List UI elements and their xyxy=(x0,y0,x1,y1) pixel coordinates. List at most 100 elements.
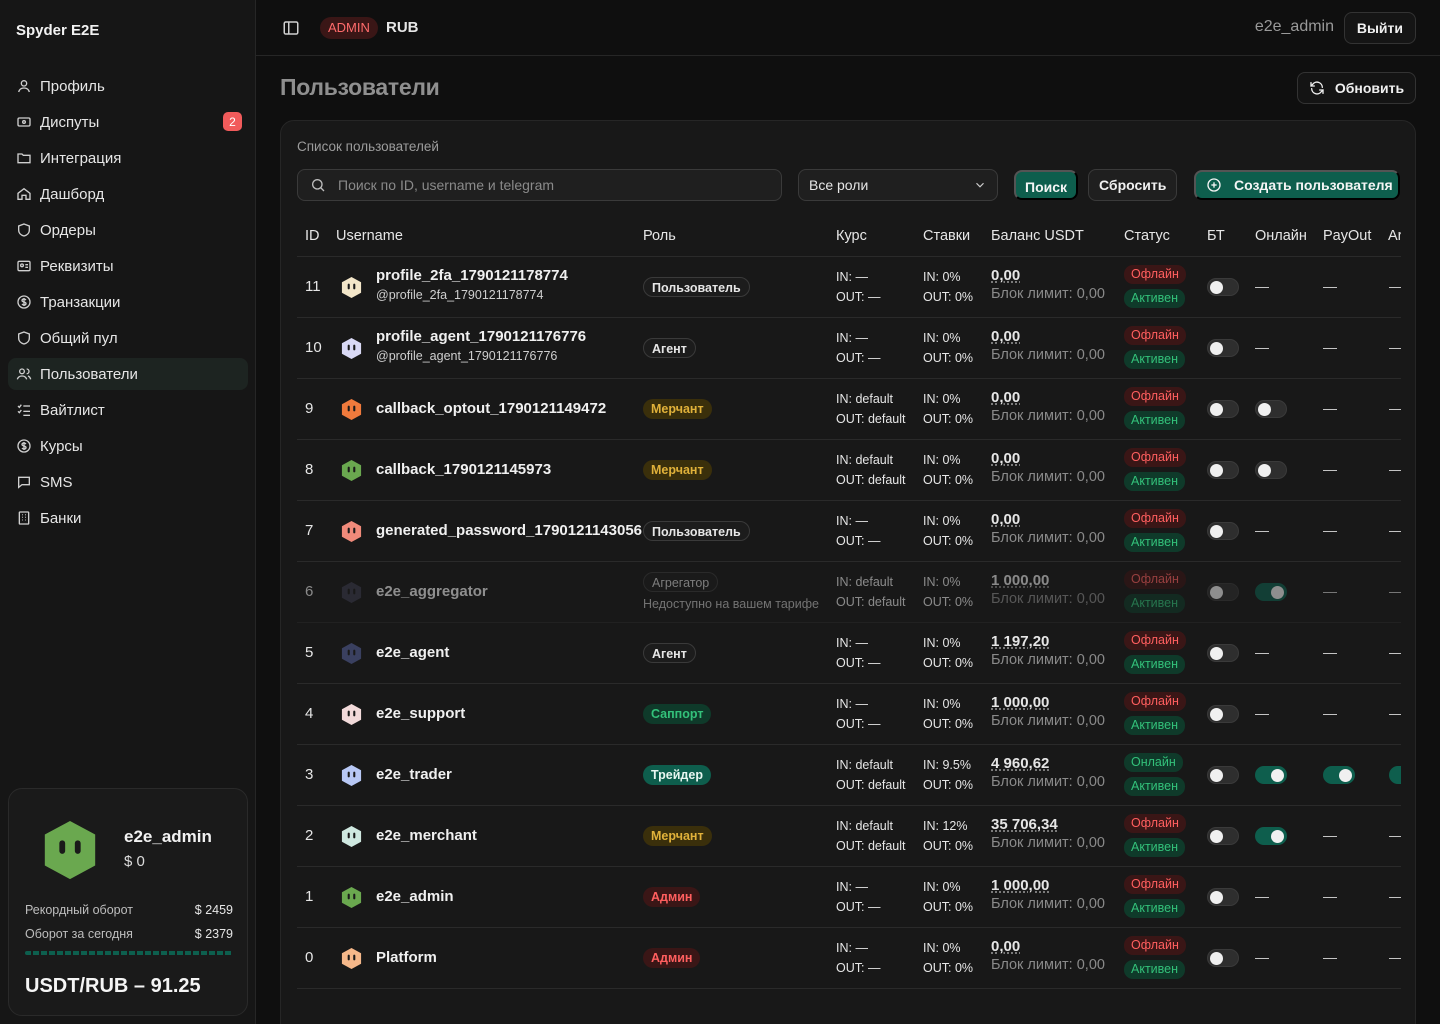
bt-toggle[interactable] xyxy=(1207,705,1239,723)
balance-value[interactable]: 4 960,62 xyxy=(991,755,1050,772)
sidebar-item-8[interactable]: Пользователи xyxy=(8,358,248,390)
stake-out: OUT: 0% xyxy=(923,412,974,426)
logout-button[interactable]: Выйти xyxy=(1343,12,1416,44)
table-row[interactable]: 9 callback_optout_1790121149472 Мерчант IN:… xyxy=(297,379,1401,440)
table-row[interactable]: 11 profile_2fa_1790121178774 @profile_2fa_… xyxy=(297,257,1401,318)
table-row[interactable]: 10 profile_agent_1790121176776 @profile_ag… xyxy=(297,318,1401,379)
balance-value[interactable]: 0,00 xyxy=(991,267,1021,284)
sidebar-item-10[interactable]: Курсы xyxy=(8,430,248,462)
payout-empty: — xyxy=(1323,400,1337,416)
balance-value[interactable]: 0,00 xyxy=(991,450,1021,467)
username[interactable]: e2e_aggregator xyxy=(376,583,488,600)
username[interactable]: profile_2fa_1790121178774 xyxy=(376,267,568,284)
bt-toggle[interactable] xyxy=(1207,522,1239,540)
table-row[interactable]: 8 callback_1790121145973 Мерчант IN: defaul… xyxy=(297,440,1401,501)
table-row[interactable]: 5 e2e_agent Агент IN: — OUT: — IN: 0% OUT: 0% 1… xyxy=(297,623,1401,684)
ar-empty: — xyxy=(1389,339,1401,355)
username[interactable]: e2e_agent xyxy=(376,644,450,661)
online-toggle[interactable] xyxy=(1255,461,1287,479)
username[interactable]: profile_agent_1790121176776 xyxy=(376,328,587,345)
bt-toggle[interactable] xyxy=(1207,400,1239,418)
username[interactable]: e2e_trader xyxy=(376,766,452,783)
ar-empty: — xyxy=(1389,949,1401,965)
online-toggle[interactable] xyxy=(1255,827,1287,845)
role-filter-value: Все роли xyxy=(809,177,869,193)
block-limit: Блок лимит: 0,00 xyxy=(991,652,1105,668)
sidebar-item-3[interactable]: Дашборд xyxy=(8,178,248,210)
username[interactable]: callback_1790121145973 xyxy=(376,461,552,478)
bt-toggle[interactable] xyxy=(1207,461,1239,479)
avatar xyxy=(340,947,363,970)
sidebar-item-11[interactable]: SMS xyxy=(8,466,248,498)
balance-value[interactable]: 1 000,00 xyxy=(991,572,1050,589)
username[interactable]: generated_password_1790121143056 xyxy=(376,522,643,539)
stake-out: OUT: 0% xyxy=(923,351,974,365)
refresh-button[interactable]: Обновить xyxy=(1297,72,1416,104)
table-row[interactable]: 7 generated_password_1790121143056 Пользов… xyxy=(297,501,1401,562)
balance-value[interactable]: 0,00 xyxy=(991,511,1021,528)
table-row[interactable]: 2 e2e_merchant Мерчант IN: default OUT: defa… xyxy=(297,806,1401,867)
balance-value[interactable]: 1 000,00 xyxy=(991,694,1050,711)
sidebar-item-12[interactable]: Банки xyxy=(8,502,248,534)
avatar xyxy=(340,337,363,360)
username[interactable]: Platform xyxy=(376,949,437,966)
sidebar-item-1[interactable]: Диспуты 2 xyxy=(8,106,248,138)
bt-toggle[interactable] xyxy=(1207,339,1239,357)
sidebar-item-5[interactable]: Реквизиты xyxy=(8,250,248,282)
user-id: 11 xyxy=(305,278,321,295)
sidebar-item-label: Диспуты xyxy=(40,113,100,131)
table-row[interactable]: 1 e2e_admin Админ IN: — OUT: — IN: 0% OUT: 0% 1… xyxy=(297,867,1401,928)
bt-toggle[interactable] xyxy=(1207,827,1239,845)
ar-toggle[interactable] xyxy=(1389,766,1401,784)
balance-cell: 1 000,00 Блок лимит: 0,00 xyxy=(991,694,1105,729)
sidebar-item-6[interactable]: Транзакции xyxy=(8,286,248,318)
table-row[interactable]: 0 Platform Админ IN: — OUT: — IN: 0% OUT: 0% 0,… xyxy=(297,928,1401,989)
ar-empty: — xyxy=(1389,705,1401,721)
bt-toggle[interactable] xyxy=(1207,583,1239,601)
sidebar-toggle-icon[interactable] xyxy=(282,19,300,37)
table-row[interactable]: 3 e2e_trader Трейдер IN: default OUT: defaul… xyxy=(297,745,1401,806)
username[interactable]: e2e_admin xyxy=(376,888,454,905)
table-row[interactable]: 4 e2e_support Саппорт IN: — OUT: — IN: 0% OUT:… xyxy=(297,684,1401,745)
create-user-button[interactable]: Создать пользователя xyxy=(1194,170,1400,200)
sidebar-item-9[interactable]: Вайтлист xyxy=(8,394,248,426)
balance-value[interactable]: 35 706,34 xyxy=(991,816,1058,833)
username-cell: callback_1790121145973 xyxy=(376,461,551,478)
sidebar-item-label: Реквизиты xyxy=(40,257,114,275)
bt-toggle[interactable] xyxy=(1207,278,1239,296)
balance-value[interactable]: 1 197,20 xyxy=(991,633,1050,650)
bt-toggle[interactable] xyxy=(1207,644,1239,662)
balance-value[interactable]: 0,00 xyxy=(991,328,1021,345)
balance-value[interactable]: 0,00 xyxy=(991,389,1021,406)
bt-toggle[interactable] xyxy=(1207,766,1239,784)
user-id: 2 xyxy=(305,827,314,844)
balance-value[interactable]: 0,00 xyxy=(991,938,1021,955)
username[interactable]: callback_optout_1790121149472 xyxy=(376,400,607,417)
bt-toggle[interactable] xyxy=(1207,888,1239,906)
role-filter-select[interactable]: Все роли xyxy=(798,169,998,201)
rate-in: IN: — xyxy=(836,636,868,650)
rate-out: OUT: default xyxy=(836,839,906,853)
username[interactable]: e2e_support xyxy=(376,705,466,722)
role-badge: Админ xyxy=(643,948,701,968)
stake-in: IN: 0% xyxy=(923,392,961,406)
online-empty: — xyxy=(1255,339,1269,355)
sidebar-item-4[interactable]: Ордеры xyxy=(8,214,248,246)
sidebar-item-7[interactable]: Общий пул xyxy=(8,322,248,354)
sidebar-item-0[interactable]: Профиль xyxy=(8,70,248,102)
table-row[interactable]: 6 e2e_aggregator Агрегатор Недоступно на ва… xyxy=(297,562,1401,623)
search-field[interactable] xyxy=(297,169,782,201)
sidebar-item-2[interactable]: Интеграция xyxy=(8,142,248,174)
balance-value[interactable]: 1 000,00 xyxy=(991,877,1050,894)
reset-button[interactable]: Сбросить xyxy=(1088,169,1178,201)
username[interactable]: e2e_merchant xyxy=(376,827,477,844)
search-input[interactable] xyxy=(338,177,758,193)
online-toggle[interactable] xyxy=(1255,400,1287,418)
stake-in: IN: 0% xyxy=(923,941,961,955)
payout-toggle[interactable] xyxy=(1323,766,1355,784)
search-button[interactable]: Поиск xyxy=(1014,170,1079,200)
bt-toggle[interactable] xyxy=(1207,949,1239,967)
online-toggle[interactable] xyxy=(1255,583,1287,601)
record-turnover-label: Рекордный оборот xyxy=(25,903,134,917)
online-toggle[interactable] xyxy=(1255,766,1287,784)
